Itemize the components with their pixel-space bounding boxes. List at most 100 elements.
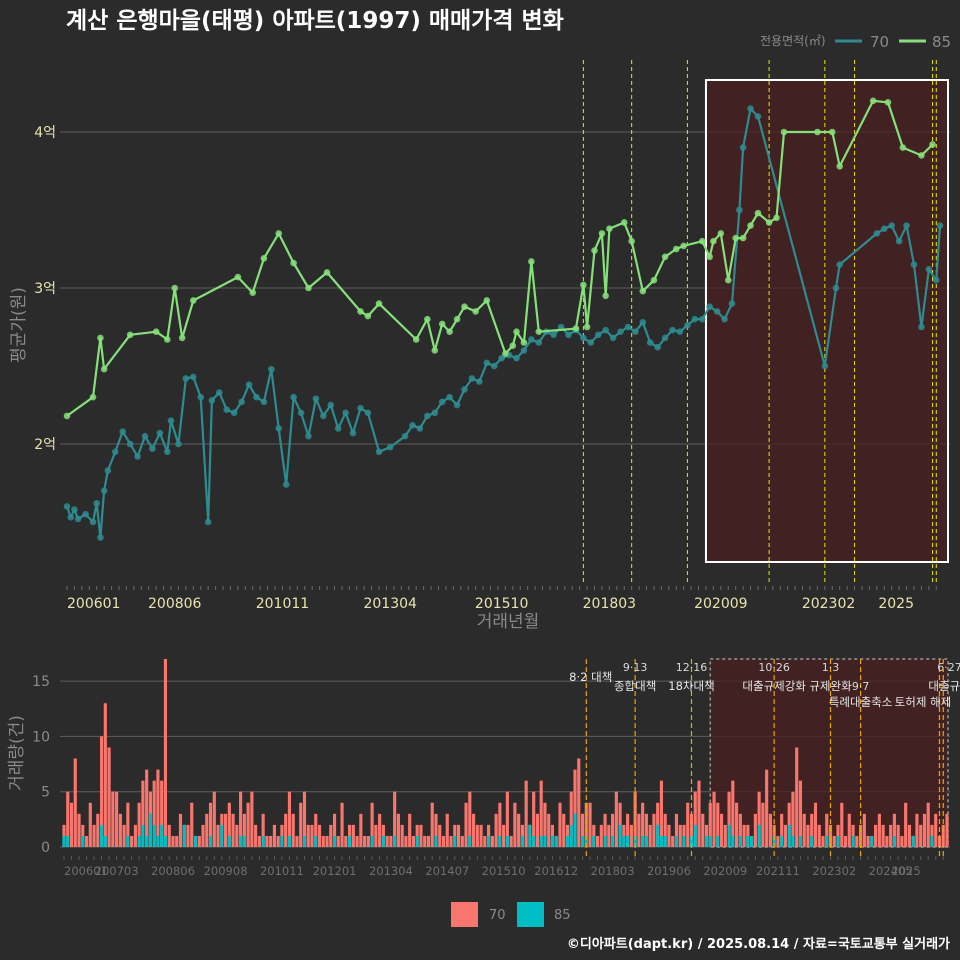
volume-bar-70	[738, 813, 742, 847]
volume-bar-70	[783, 824, 788, 847]
price-point-70	[126, 440, 134, 448]
price-point-85	[583, 323, 591, 331]
volume-bar-70	[306, 824, 310, 847]
price-point-85	[732, 234, 739, 242]
volume-x-tick-label: 201510	[482, 864, 526, 878]
volume-bar-85	[239, 835, 243, 847]
price-point-85	[63, 412, 71, 420]
price-point-85	[591, 247, 598, 254]
price-point-70	[535, 339, 543, 346]
volume-bar-70	[915, 813, 919, 847]
volume-bar-70	[663, 813, 667, 847]
volume-bar-85	[528, 824, 532, 847]
volume-bar-85	[682, 835, 686, 847]
policy-label: 1·3	[822, 661, 840, 674]
price-point-70	[895, 237, 903, 245]
volume-bar-70	[874, 824, 878, 847]
price-point-85	[598, 230, 606, 237]
volume-bar-70	[843, 835, 848, 847]
price-point-85	[739, 234, 747, 242]
volume-bar-85	[434, 835, 438, 847]
volume-bar-85	[62, 835, 66, 847]
price-point-70	[565, 331, 572, 339]
volume-bar-70	[178, 813, 183, 847]
volume-bar-85	[160, 824, 164, 847]
volume-y-axis-label: 거래량(건)	[7, 715, 27, 791]
volume-bar-85	[656, 824, 660, 847]
volume-x-tick-label: 201407	[425, 864, 469, 878]
price-point-70	[691, 315, 699, 323]
volume-bar-85	[573, 813, 577, 847]
volume-bar-70	[325, 835, 329, 847]
price-point-85	[472, 308, 479, 315]
price-point-85	[528, 258, 535, 265]
volume-bar-85	[66, 835, 70, 847]
volume-bar-85	[280, 835, 284, 847]
price-point-70	[918, 323, 925, 331]
price-point-85	[178, 334, 186, 342]
price-point-70	[498, 354, 505, 362]
price-point-85	[710, 237, 717, 245]
volume-bar-70	[603, 813, 607, 847]
x-tick-label: 201011	[256, 596, 309, 612]
price-point-70	[513, 354, 520, 362]
price-point-85	[602, 292, 609, 300]
volume-bar-70	[344, 835, 348, 847]
volume-bar-70	[562, 813, 566, 847]
price-point-70	[520, 347, 528, 354]
legend-label-85: 85	[932, 33, 951, 51]
price-point-85	[323, 269, 331, 276]
volume-bar-70	[287, 791, 292, 847]
price-point-85	[535, 328, 543, 335]
price-point-70	[476, 378, 483, 385]
volume-bar-70	[205, 813, 209, 847]
price-point-85	[698, 237, 706, 245]
volume-bar-70	[535, 813, 540, 847]
volume-bar-70	[577, 758, 581, 847]
volume-bar-85	[220, 824, 224, 847]
price-point-70	[164, 448, 171, 456]
volume-bar-70	[434, 813, 438, 847]
price-point-70	[739, 144, 747, 151]
price-point-70	[617, 328, 624, 335]
price-point-70	[446, 393, 453, 401]
volume-bar-85	[603, 835, 607, 847]
volume-bar-70	[284, 813, 288, 847]
price-point-85	[364, 312, 372, 320]
volume-bar-70	[223, 813, 228, 847]
volume-bar-85	[182, 824, 186, 847]
volume-bar-70	[584, 802, 588, 847]
price-point-70	[888, 222, 896, 229]
volume-bar-70	[667, 824, 671, 847]
volume-bar-70	[791, 791, 795, 847]
volume-bar-70	[505, 791, 509, 847]
volume-bar-70	[441, 835, 446, 847]
volume-bar-85	[716, 835, 720, 847]
volume-bar-70	[659, 780, 664, 847]
volume-x-tick-label: 202111	[756, 864, 800, 878]
volume-bar-85	[731, 835, 735, 847]
price-point-70	[401, 432, 409, 440]
volume-bar-70	[269, 835, 273, 847]
volume-bar-70	[115, 791, 119, 847]
price-point-70	[167, 417, 175, 424]
volume-x-tick-label: 202405	[869, 864, 913, 878]
price-point-85	[126, 331, 134, 339]
volume-bar-70	[445, 813, 449, 847]
price-point-70	[728, 300, 736, 307]
volume-bar-70	[171, 835, 175, 847]
price-point-70	[334, 425, 342, 432]
volume-bar-85	[772, 835, 776, 847]
price-point-70	[736, 206, 743, 214]
volume-bar-85	[314, 835, 318, 847]
price-point-85	[765, 219, 773, 226]
price-point-70	[528, 336, 535, 343]
price-point-85	[431, 347, 439, 354]
volume-bar-85	[704, 835, 709, 847]
source-footer: ©디아파트(dapt.kr) / 2025.08.14 / 자료=국토교통부 실…	[567, 936, 950, 952]
price-point-70	[910, 261, 918, 268]
volume-bar-85	[543, 835, 547, 847]
volume-bar-85	[148, 813, 152, 847]
volume-bar-70	[272, 824, 276, 847]
price-point-70	[197, 393, 205, 401]
